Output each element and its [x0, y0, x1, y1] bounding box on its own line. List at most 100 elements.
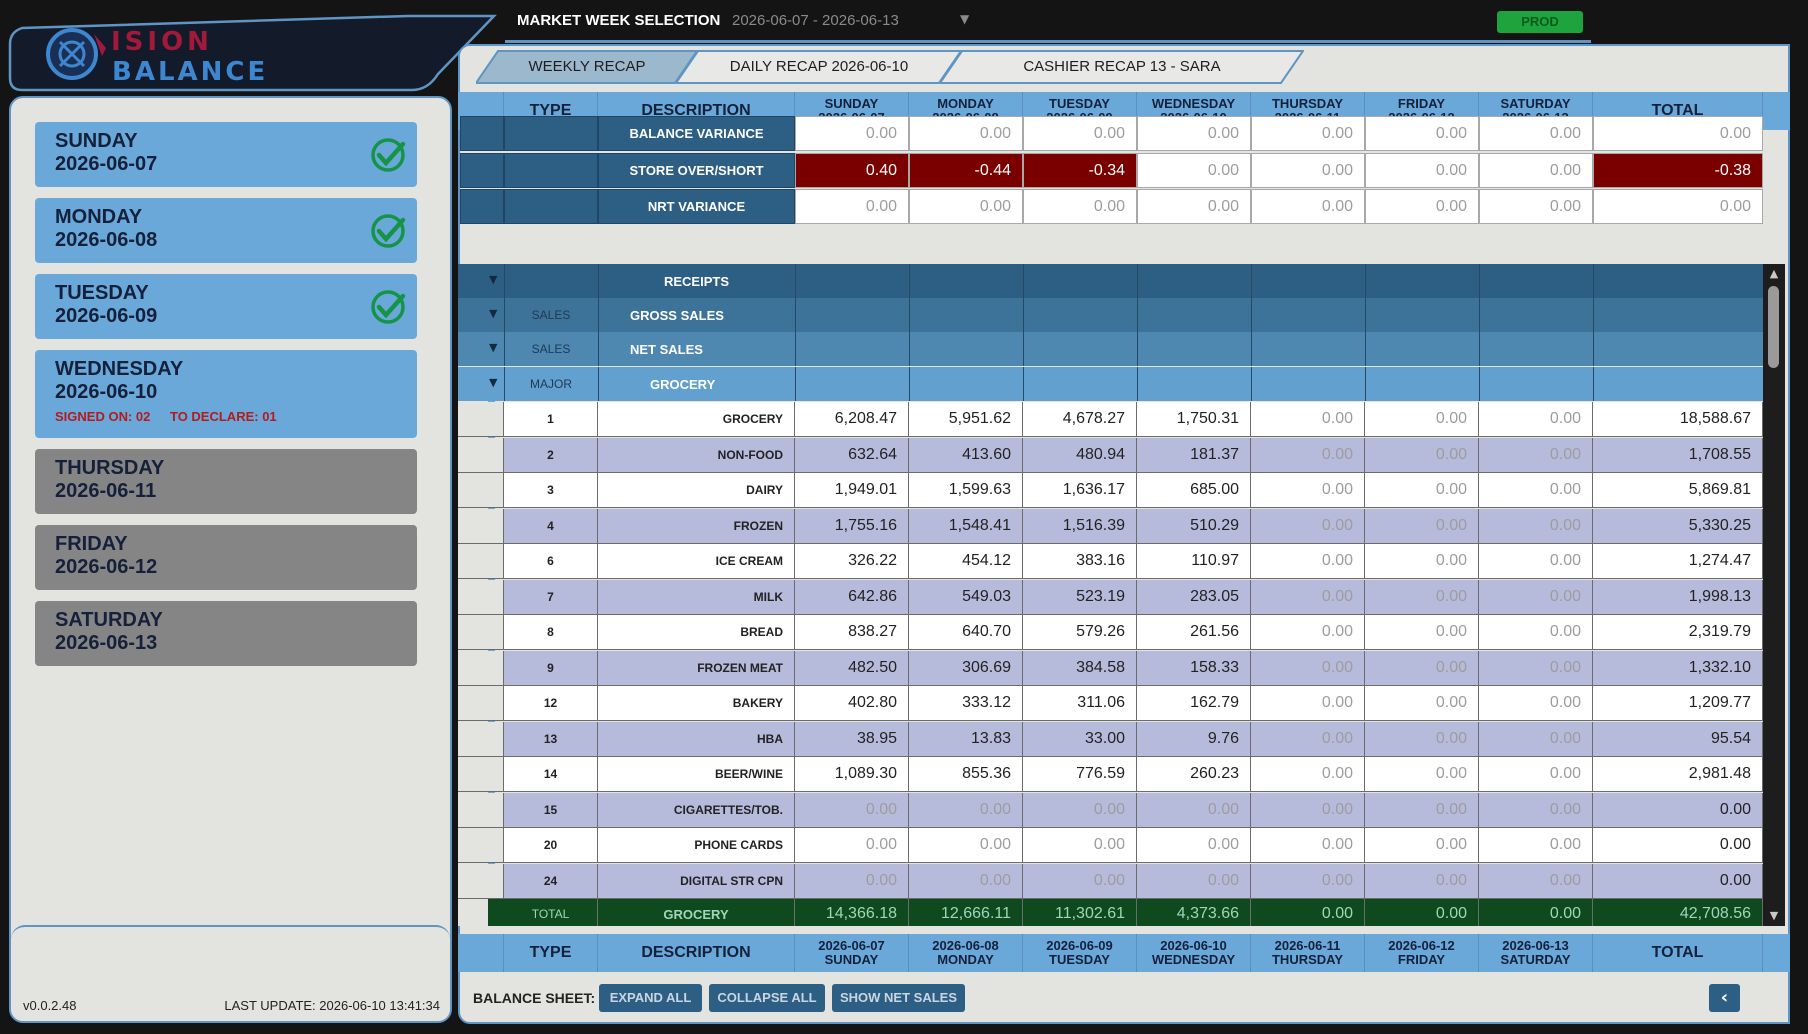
- table-scrollbar[interactable]: ▲ ▼: [1763, 264, 1785, 926]
- table-row[interactable]: 2 NON-FOOD 632.64 413.60 480.94 181.37 0.00 0.0…: [458, 437, 1763, 473]
- column-header-monday: 2026-06-08 MONDAY: [909, 934, 1023, 972]
- collapse-triangle-icon[interactable]: ▼: [489, 376, 498, 389]
- table-row[interactable]: 24 DIGITAL STR CPN 0.00 0.00 0.00 0.00 0.00 0.0…: [458, 863, 1763, 899]
- row-total: 5,330.25: [1593, 508, 1763, 543]
- row-total: 0.00: [1593, 863, 1763, 898]
- tab-cashier-recap[interactable]: CASHIER RECAP 13 - SARA: [940, 50, 1304, 84]
- table-row[interactable]: 14 BEER/WINE 1,089.30 855.36 776.59 260.23 0.0…: [458, 757, 1763, 792]
- week-selection-dropdown[interactable]: 2026-06-07 - 2026-06-13: [732, 12, 899, 29]
- row-value: 0.00: [1251, 437, 1365, 472]
- row-value: 326.22: [795, 544, 909, 578]
- row-value: 0.00: [1365, 863, 1479, 898]
- group-row[interactable]: ▼ RECEIPTS: [458, 264, 1763, 298]
- row-total: 1,998.13: [1593, 579, 1763, 614]
- group-row[interactable]: ▼ SALES GROSS SALES: [458, 298, 1763, 332]
- column-header-friday: 2026-06-12 FRIDAY: [1365, 934, 1479, 972]
- row-code: 24: [504, 863, 598, 898]
- collapse-all-button[interactable]: COLLAPSE ALL: [709, 984, 825, 1012]
- row-value: 0.00: [1023, 863, 1137, 898]
- expand-all-button[interactable]: EXPAND ALL: [599, 984, 702, 1012]
- table-row[interactable]: 20 PHONE CARDS 0.00 0.00 0.00 0.00 0.00 0.00 0.0…: [458, 828, 1763, 863]
- grid-line: [1023, 264, 1024, 298]
- sidebar-day-saturday[interactable]: SATURDAY 2026-06-13: [35, 601, 417, 666]
- sidebar-day-friday[interactable]: FRIDAY 2026-06-12: [35, 525, 417, 590]
- row-description: BREAD: [598, 615, 795, 649]
- day-name: SATURDAY: [55, 609, 163, 631]
- variance-value: 0.00: [1023, 116, 1137, 151]
- row-gutter: [458, 544, 504, 578]
- row-value: 482.50: [795, 650, 909, 685]
- row-value: 1,516.39: [1023, 508, 1137, 543]
- row-gutter: [458, 437, 504, 472]
- row-value: 333.12: [909, 686, 1023, 720]
- total-value: 0.00: [1479, 899, 1593, 926]
- table-row[interactable]: 15 CIGARETTES/TOB. 0.00 0.00 0.00 0.00 0.00 0.0…: [458, 792, 1763, 828]
- scroll-down-icon[interactable]: ▼: [1769, 909, 1779, 922]
- sidebar-day-thursday[interactable]: THURSDAY 2026-06-11: [35, 449, 417, 514]
- row-value: 0.00: [1365, 650, 1479, 685]
- sidebar-day-tuesday[interactable]: TUESDAY 2026-06-09: [35, 274, 417, 339]
- row-value: 480.94: [1023, 437, 1137, 472]
- tab-daily-recap[interactable]: DAILY RECAP 2026-06-10: [676, 50, 962, 84]
- table-row[interactable]: 3 DAIRY 1,949.01 1,599.63 1,636.17 685.00 0.00…: [458, 473, 1763, 508]
- table-row[interactable]: 8 BREAD 838.27 640.70 579.26 261.56 0.00 0.00 0.…: [458, 615, 1763, 650]
- row-description: DIGITAL STR CPN: [598, 863, 795, 898]
- table-row[interactable]: 7 MILK 642.86 549.03 523.19 283.05 0.00 0.00 0.0…: [458, 579, 1763, 615]
- row-value: 0.00: [1365, 757, 1479, 791]
- table-row[interactable]: 13 HBA 38.95 13.83 33.00 9.76 0.00 0.00 0.00 95.5…: [458, 721, 1763, 757]
- row-value: 0.00: [1137, 792, 1251, 827]
- row-value: 0.00: [1479, 863, 1593, 898]
- row-gutter: [458, 863, 504, 898]
- grid-line: [1251, 367, 1252, 401]
- variance-label: BALANCE VARIANCE: [598, 116, 795, 151]
- day-date: 2026-06-09: [55, 305, 158, 327]
- chevron-left-icon[interactable]: ‹: [1709, 984, 1740, 1012]
- row-value: 0.00: [909, 863, 1023, 898]
- row-value: 1,548.41: [909, 508, 1023, 543]
- grid-line: [1251, 264, 1252, 298]
- table-row[interactable]: 12 BAKERY 402.80 333.12 311.06 162.79 0.00 0.00…: [458, 686, 1763, 721]
- chevron-down-icon[interactable]: ▼: [960, 12, 970, 26]
- column-header-total: TOTAL: [1593, 934, 1763, 972]
- collapse-triangle-icon[interactable]: ▼: [489, 273, 498, 286]
- sidebar-day-sunday[interactable]: SUNDAY 2026-06-07: [35, 122, 417, 187]
- row-code: 13: [504, 721, 598, 756]
- collapse-triangle-icon[interactable]: ▼: [489, 307, 498, 320]
- grid-line: [1023, 298, 1024, 332]
- grid-line: [909, 367, 910, 401]
- row-gutter: [458, 579, 504, 614]
- column-header-total: TOTAL: [1593, 92, 1763, 130]
- scroll-up-icon[interactable]: ▲: [1769, 267, 1779, 280]
- row-gutter: [458, 757, 504, 791]
- table-row[interactable]: 6 ICE CREAM 326.22 454.12 383.16 110.97 0.00 0.…: [458, 544, 1763, 579]
- sidebar-footer: v0.0.2.48 LAST UPDATE: 2026-06-10 13:41:…: [11, 925, 450, 1021]
- variance-label: STORE OVER/SHORT: [598, 153, 795, 188]
- group-row[interactable]: ▼ MAJOR GROCERY: [458, 367, 1763, 401]
- variance-row: STORE OVER/SHORT 0.40 -0.44 -0.34 0.00 0.00 0.…: [458, 153, 1790, 188]
- grocery-total-row: TOTAL GROCERY 14,366.18 12,666.11 11,302.61 4…: [458, 899, 1763, 926]
- collapse-triangle-icon[interactable]: ▼: [489, 341, 498, 354]
- table-row[interactable]: 4 FROZEN 1,755.16 1,548.41 1,516.39 510.29 0.0…: [458, 508, 1763, 544]
- grid-line: [1365, 332, 1366, 366]
- sidebar-day-monday[interactable]: MONDAY 2026-06-08: [35, 198, 417, 263]
- grid-line: [1251, 298, 1252, 332]
- row-value: 632.64: [795, 437, 909, 472]
- show-net-sales-button[interactable]: SHOW NET SALES: [832, 984, 965, 1012]
- header-day-date: 2026-06-09: [1046, 938, 1113, 953]
- row-code: 7: [504, 579, 598, 614]
- sidebar-day-wednesday[interactable]: WEDNESDAY 2026-06-10 SIGNED ON: 02 TO DE…: [35, 350, 417, 438]
- row-value: 0.00: [1365, 792, 1479, 827]
- row-value: 0.00: [795, 828, 909, 862]
- scrollbar-thumb[interactable]: [1768, 286, 1779, 368]
- tab-weekly-recap[interactable]: WEEKLY RECAP: [476, 50, 698, 84]
- grid-line: [1365, 298, 1366, 332]
- day-date: 2026-06-07: [55, 153, 158, 175]
- tab-shape: [940, 50, 1304, 84]
- table-row[interactable]: 9 FROZEN MEAT 482.50 306.69 384.58 158.33 0.00…: [458, 650, 1763, 686]
- table-row[interactable]: 1 GROCERY 6,208.47 5,951.62 4,678.27 1,750.31…: [458, 402, 1763, 437]
- row-value: 0.00: [1365, 579, 1479, 614]
- row-code: 15: [504, 792, 598, 827]
- group-row[interactable]: ▼ SALES NET SALES: [458, 332, 1763, 366]
- row-description: NON-FOOD: [598, 437, 795, 472]
- row-value: 1,089.30: [795, 757, 909, 791]
